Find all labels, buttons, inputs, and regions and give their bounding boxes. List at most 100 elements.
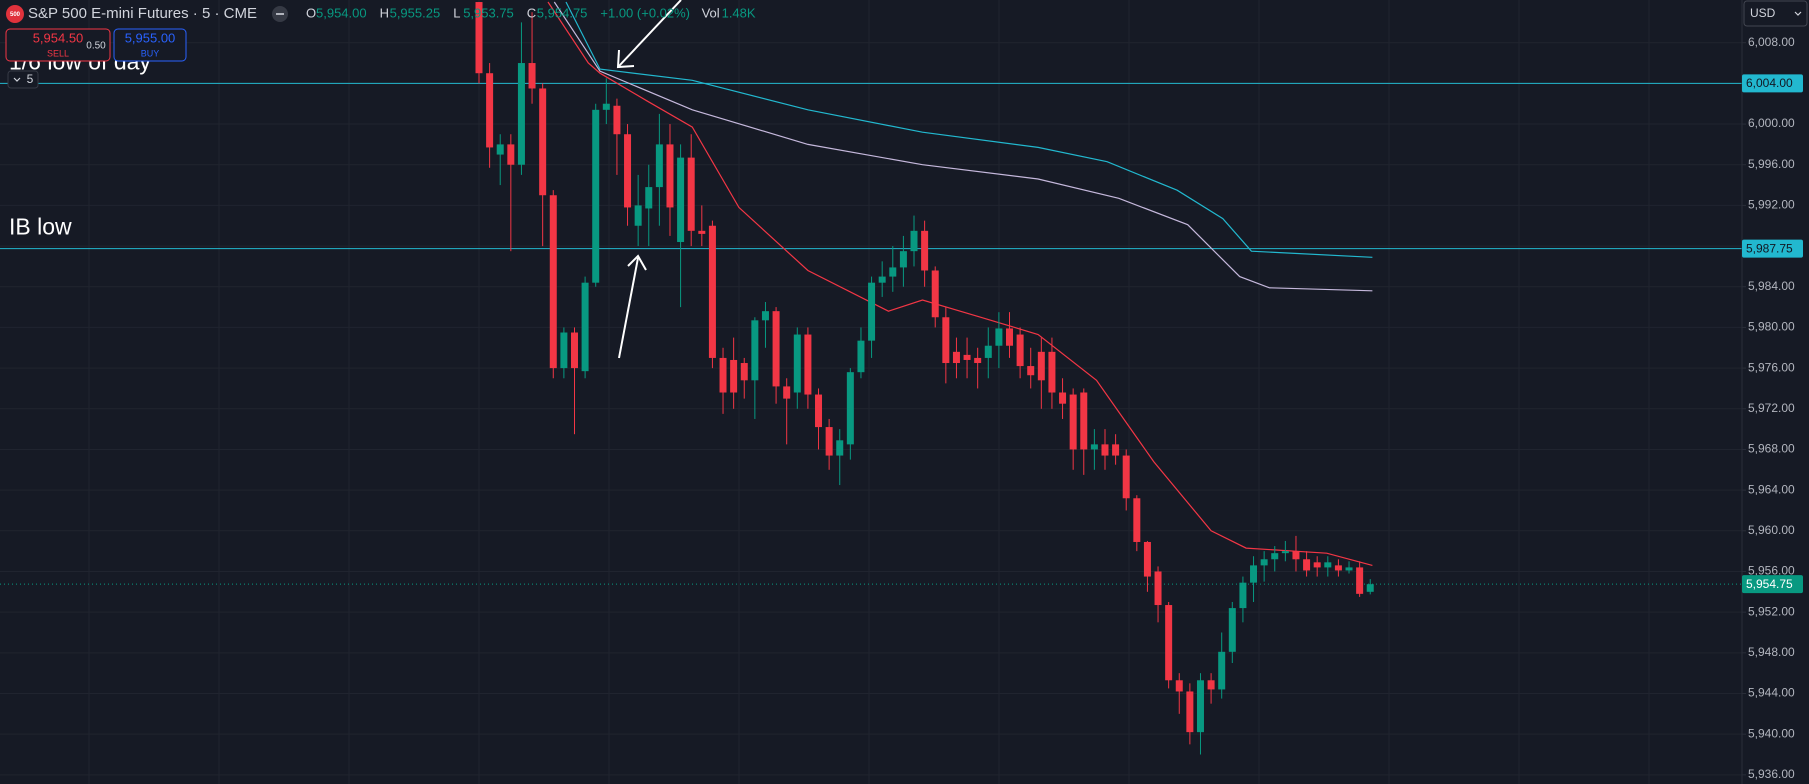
candle-body bbox=[1080, 392, 1088, 450]
candle-body bbox=[1366, 584, 1374, 592]
volume-value: 1.48K bbox=[722, 5, 756, 20]
candle-body bbox=[581, 282, 589, 372]
candle-body bbox=[475, 2, 483, 74]
arrowhead bbox=[616, 49, 635, 69]
candle-body bbox=[974, 357, 982, 364]
ohlc-legend: O 5,954.00 H 5,955.25 L 5,953.75 C 5,954.75 +1.0… bbox=[306, 5, 756, 20]
logo-text: 500 bbox=[10, 12, 21, 18]
candle-body bbox=[624, 134, 632, 208]
candle-body bbox=[857, 340, 865, 373]
buy-price: 5,955.00 bbox=[125, 30, 176, 45]
candle-body bbox=[825, 427, 833, 456]
ohlc-key: L bbox=[453, 5, 460, 20]
candle-body bbox=[1250, 565, 1258, 583]
moving-average bbox=[547, 1, 1373, 566]
symbol-title: S&P 500 E-mini Futures · 5 · CME bbox=[28, 5, 257, 22]
candle-body bbox=[889, 267, 897, 277]
candle-body bbox=[921, 230, 929, 271]
candle-body bbox=[1016, 334, 1024, 367]
candle-body bbox=[1165, 605, 1173, 681]
candle-body bbox=[1228, 608, 1236, 652]
currency-select[interactable] bbox=[1743, 0, 1808, 27]
candle-body bbox=[1334, 565, 1342, 571]
candle-body bbox=[698, 230, 706, 234]
arrow bbox=[618, 0, 682, 67]
y-tick-label: 5,940.00 bbox=[1748, 726, 1795, 740]
chevron bbox=[13, 77, 21, 82]
candle-body bbox=[761, 311, 769, 321]
spread: 0.50 bbox=[86, 41, 106, 52]
candle-body bbox=[1122, 455, 1130, 499]
candle-body bbox=[1154, 571, 1162, 606]
candle-body bbox=[1069, 394, 1077, 450]
candle-body bbox=[963, 354, 971, 360]
candle-body bbox=[496, 144, 504, 155]
candle-body bbox=[1218, 651, 1226, 690]
candle-body bbox=[751, 320, 759, 381]
arrowhead bbox=[627, 254, 647, 271]
candle-body bbox=[1027, 366, 1035, 376]
candle-body bbox=[772, 311, 780, 387]
candle-body bbox=[655, 144, 663, 188]
price-label: 6,004.00 bbox=[1746, 76, 1793, 90]
candle-body bbox=[592, 109, 600, 283]
candle-body bbox=[910, 230, 918, 252]
y-tick-label: 6,000.00 bbox=[1748, 116, 1795, 130]
candle-body bbox=[783, 386, 791, 399]
ohlc-value: 5,954.75 bbox=[537, 5, 588, 20]
candle-body bbox=[1196, 680, 1204, 733]
y-tick-label: 5,944.00 bbox=[1748, 686, 1795, 700]
buy-label: BUY bbox=[141, 48, 160, 58]
candle-body bbox=[1037, 351, 1045, 381]
candle-body bbox=[549, 195, 557, 369]
interval-badge[interactable] bbox=[7, 70, 39, 89]
sell-button[interactable] bbox=[5, 28, 111, 62]
candle-body bbox=[613, 105, 621, 135]
candle-body bbox=[899, 251, 907, 268]
moving-average bbox=[553, 1, 1373, 292]
candle-body bbox=[1303, 559, 1311, 571]
candle-body bbox=[677, 157, 685, 243]
candle-body bbox=[878, 276, 886, 283]
y-tick-label: 5,976.00 bbox=[1748, 360, 1795, 374]
price-label-box bbox=[1742, 74, 1803, 93]
candle-body bbox=[645, 187, 653, 209]
candle-body bbox=[1143, 541, 1151, 577]
candle-body bbox=[719, 357, 727, 393]
y-tick-label: 5,980.00 bbox=[1748, 320, 1795, 334]
y-tick-label: 5,956.00 bbox=[1748, 564, 1795, 578]
collapse-icon bbox=[276, 13, 284, 15]
y-tick-label: 5,948.00 bbox=[1748, 645, 1795, 659]
candle-body bbox=[666, 144, 674, 208]
candle-body bbox=[539, 88, 547, 196]
candle-body bbox=[1356, 567, 1364, 594]
candle-body bbox=[1048, 351, 1056, 393]
currency: USD bbox=[1750, 6, 1776, 20]
candle-body bbox=[1207, 680, 1215, 690]
candle-body bbox=[1112, 444, 1120, 456]
candle-body bbox=[846, 372, 854, 445]
candle-body bbox=[708, 225, 716, 358]
candle-body bbox=[1101, 444, 1109, 456]
price-axis bbox=[1742, 0, 1809, 784]
candle-body bbox=[942, 317, 950, 364]
ohlc-key: O bbox=[306, 5, 316, 20]
ohlc-value: 5,953.75 bbox=[463, 5, 514, 20]
candle-body bbox=[528, 63, 536, 89]
candle-body bbox=[931, 270, 939, 318]
y-tick-label: 5,992.00 bbox=[1748, 198, 1795, 212]
ohlc-value: 5,954.00 bbox=[316, 5, 367, 20]
candle-body bbox=[1281, 551, 1289, 554]
ohlc-change: +1.00 (+0.02%) bbox=[600, 5, 690, 20]
candle-body bbox=[1059, 392, 1067, 404]
sell-price: 5,954.50 bbox=[33, 30, 84, 45]
candle-body bbox=[507, 144, 515, 165]
buy-button[interactable] bbox=[113, 28, 187, 62]
candle-body bbox=[634, 205, 642, 226]
candle-body bbox=[740, 363, 748, 381]
volume-key: Vol bbox=[702, 5, 720, 20]
candle-body bbox=[1271, 553, 1279, 560]
chevron bbox=[1794, 11, 1802, 16]
